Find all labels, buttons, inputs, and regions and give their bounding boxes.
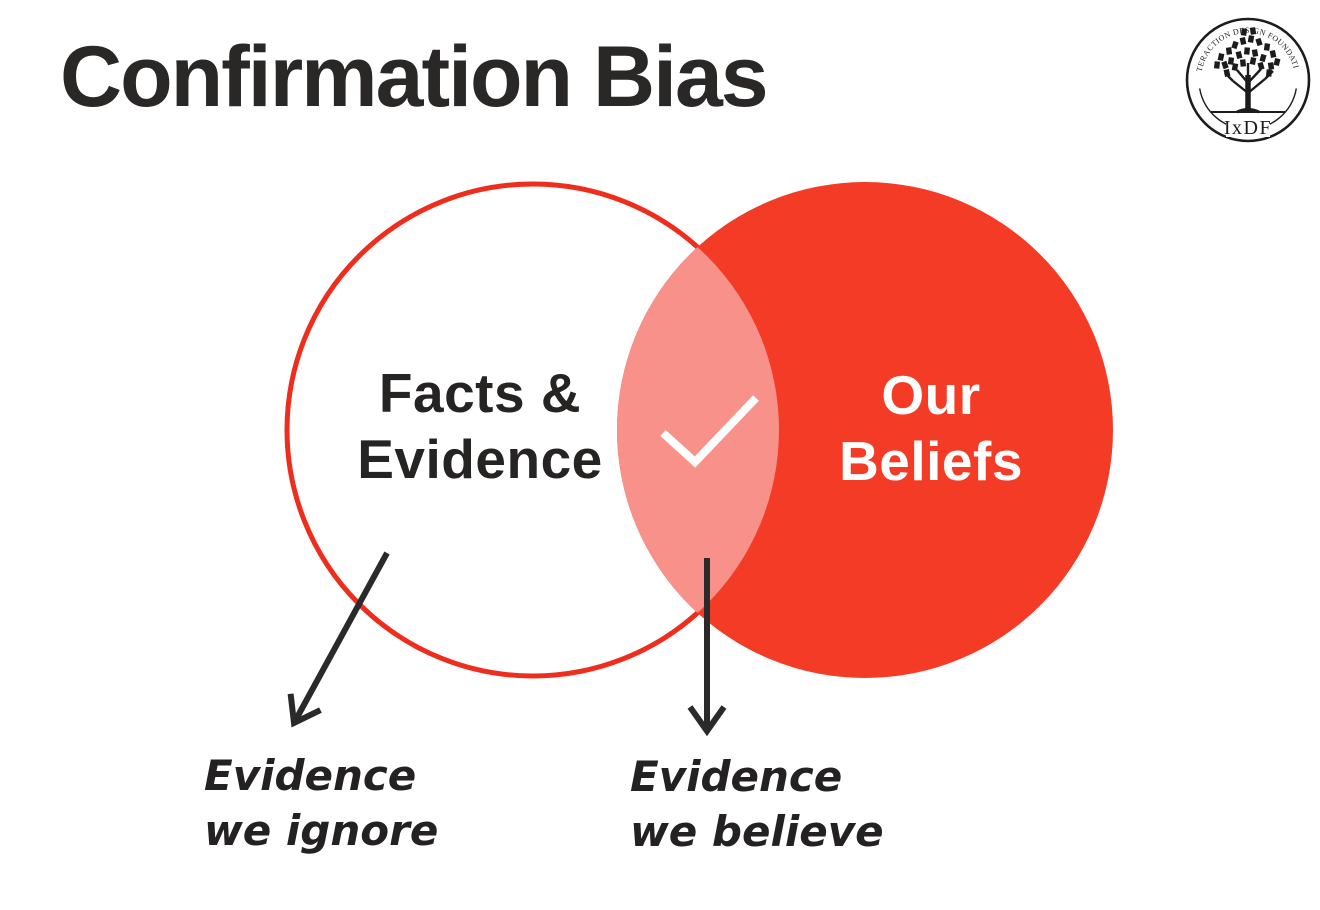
logo-monogram: IxDF — [1224, 117, 1272, 139]
logo-tree-icon — [1211, 27, 1285, 114]
page-title: Confirmation Bias — [60, 29, 769, 125]
arrow-evidence-we-ignore — [287, 551, 390, 728]
callout-right-line1: Evidence — [630, 752, 843, 801]
callout-left-line2: we ignore — [204, 806, 439, 855]
callout-left-line1: Evidence — [204, 751, 417, 800]
callout-right-line2: we believe — [630, 807, 884, 856]
overlap-lens — [617, 184, 779, 676]
label-facts-evidence: Facts & Evidence — [270, 360, 690, 492]
label-our-beliefs: Our Beliefs — [721, 362, 1141, 494]
label-beliefs-line1: Our — [881, 364, 981, 426]
logo-leaves — [1213, 27, 1281, 77]
label-facts-line2: Evidence — [357, 428, 603, 490]
ixdf-logo: INTERACTION DESIGN FOUNDATION IxDF — [1183, 15, 1311, 143]
logo-monogram-backing — [1226, 117, 1270, 137]
label-facts-line1: Facts & — [378, 362, 582, 424]
callout-evidence-we-believe: Evidence we believe — [630, 749, 884, 859]
checkmark-icon — [660, 395, 759, 468]
label-beliefs-line2: Beliefs — [839, 430, 1023, 492]
callout-evidence-we-ignore: Evidence we ignore — [204, 748, 438, 858]
